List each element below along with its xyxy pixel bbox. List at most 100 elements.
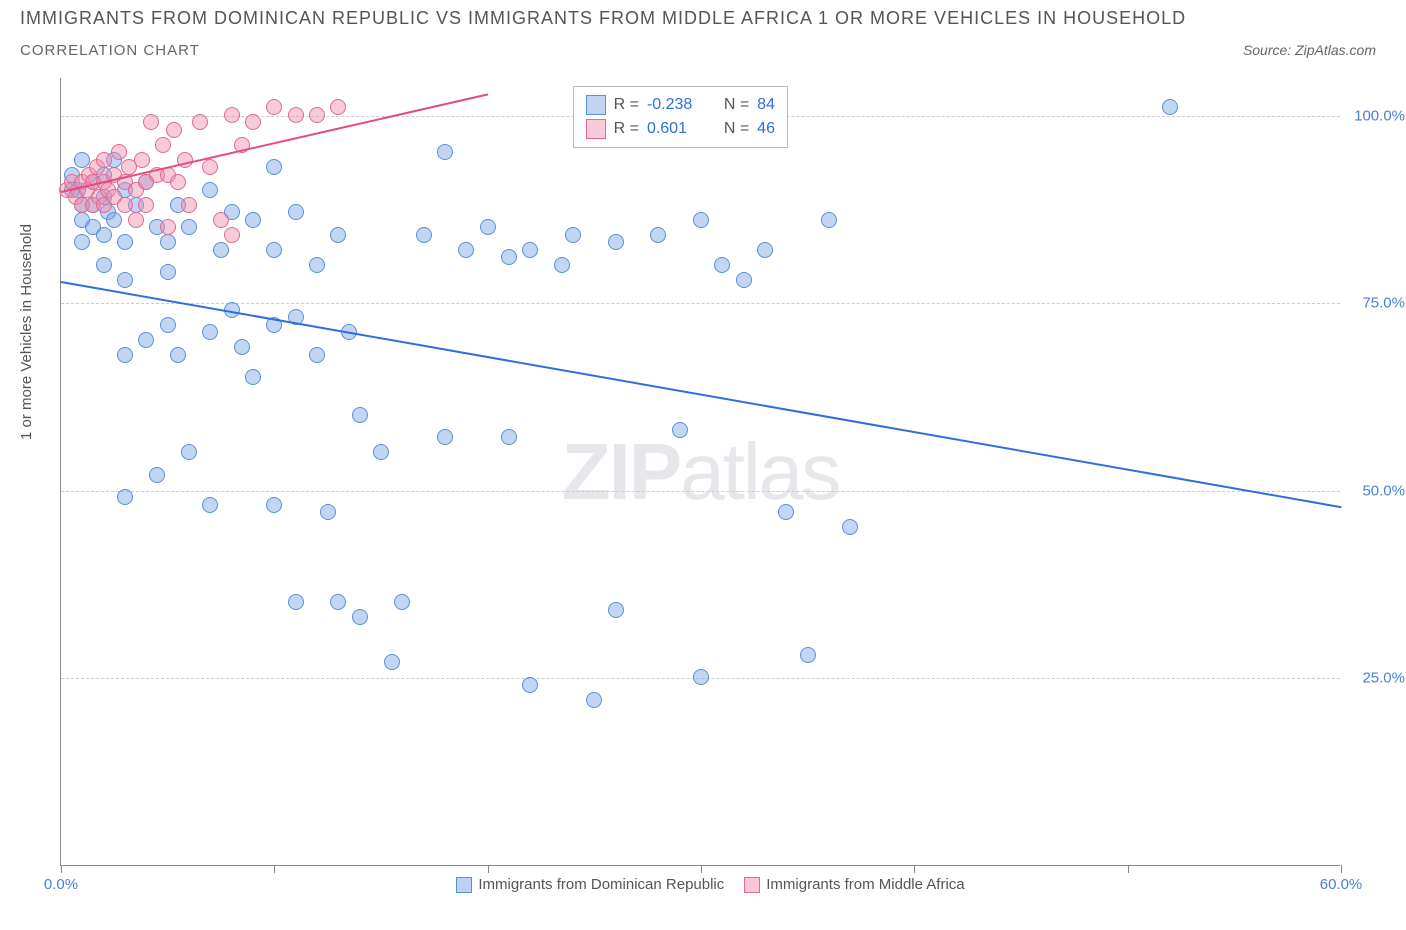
scatter-point [117,272,133,288]
scatter-point [309,257,325,273]
scatter-point [96,227,112,243]
legend-swatch [456,877,472,893]
scatter-point [522,242,538,258]
scatter-point [128,212,144,228]
scatter-point [266,159,282,175]
scatter-point [266,99,282,115]
watermark: ZIPatlas [562,426,839,518]
source-prefix: Source: [1243,42,1291,58]
scatter-point [202,497,218,513]
scatter-point [181,444,197,460]
scatter-point [96,257,112,273]
scatter-point [224,107,240,123]
x-tick [914,865,915,873]
source-name: ZipAtlas.com [1295,42,1376,58]
grid-line [61,491,1340,492]
watermark-light: atlas [680,427,839,516]
scatter-point [266,497,282,513]
stat-n-value: 46 [757,120,775,138]
stat-r-label: R = [614,96,639,114]
scatter-point [160,219,176,235]
series-legend: Immigrants from Dominican Republic Immigr… [61,876,1340,893]
scatter-point [143,114,159,130]
scatter-point [842,519,858,535]
scatter-point [320,504,336,520]
stat-r-value: 0.601 [647,120,707,138]
x-tick [488,865,489,873]
scatter-point [416,227,432,243]
scatter-point [522,677,538,693]
y-axis-label: 1 or more Vehicles in Household [18,224,35,440]
scatter-point [288,594,304,610]
y-tick-label: 25.0% [1362,670,1405,687]
scatter-point [106,212,122,228]
legend-swatch [586,95,606,115]
scatter-point [160,317,176,333]
x-tick [61,865,62,873]
trend-line [61,281,1341,508]
stats-legend: R = -0.238 N = 84R = 0.601 N = 46 [573,86,788,148]
scatter-point [181,219,197,235]
scatter-point [757,242,773,258]
scatter-point [111,144,127,160]
stat-r-label: R = [614,120,639,138]
scatter-point [608,234,624,250]
scatter-point [736,272,752,288]
scatter-point [778,504,794,520]
scatter-point [330,227,346,243]
scatter-point [800,647,816,663]
x-tick [274,865,275,873]
scatter-point [213,212,229,228]
grid-line [61,303,1340,304]
scatter-point [192,114,208,130]
scatter-point [693,669,709,685]
scatter-chart: ZIPatlas 25.0%50.0%75.0%100.0%0.0%60.0%R… [60,78,1340,866]
scatter-point [565,227,581,243]
legend-series-label: Immigrants from Middle Africa [766,876,964,893]
stats-legend-row: R = 0.601 N = 46 [586,117,775,141]
scatter-point [330,99,346,115]
scatter-point [309,347,325,363]
scatter-point [586,692,602,708]
watermark-bold: ZIP [562,427,680,516]
scatter-point [166,122,182,138]
scatter-point [202,324,218,340]
scatter-point [117,234,133,250]
scatter-point [155,137,171,153]
stat-n-label: N = [715,120,749,138]
y-tick-label: 100.0% [1354,107,1405,124]
y-tick-label: 75.0% [1362,295,1405,312]
scatter-point [650,227,666,243]
source-citation: Source: ZipAtlas.com [1243,42,1376,58]
scatter-point [352,609,368,625]
x-tick [1128,865,1129,873]
scatter-point [74,152,90,168]
scatter-point [437,144,453,160]
scatter-point [160,264,176,280]
scatter-point [96,152,112,168]
x-tick [701,865,702,873]
scatter-point [288,204,304,220]
scatter-point [501,249,517,265]
scatter-point [245,369,261,385]
scatter-point [373,444,389,460]
scatter-point [117,489,133,505]
scatter-point [554,257,570,273]
legend-series-label: Immigrants from Dominican Republic [478,876,724,893]
x-tick [1341,865,1342,873]
scatter-point [608,602,624,618]
scatter-point [714,257,730,273]
scatter-point [245,114,261,130]
scatter-point [170,174,186,190]
chart-title: IMMIGRANTS FROM DOMINICAN REPUBLIC VS IM… [20,8,1186,29]
scatter-point [202,159,218,175]
scatter-point [138,197,154,213]
chart-subtitle: CORRELATION CHART [20,42,200,59]
stat-r-value: -0.238 [647,96,707,114]
scatter-point [138,332,154,348]
scatter-point [1162,99,1178,115]
scatter-point [134,152,150,168]
scatter-point [672,422,688,438]
scatter-point [394,594,410,610]
scatter-point [234,339,250,355]
